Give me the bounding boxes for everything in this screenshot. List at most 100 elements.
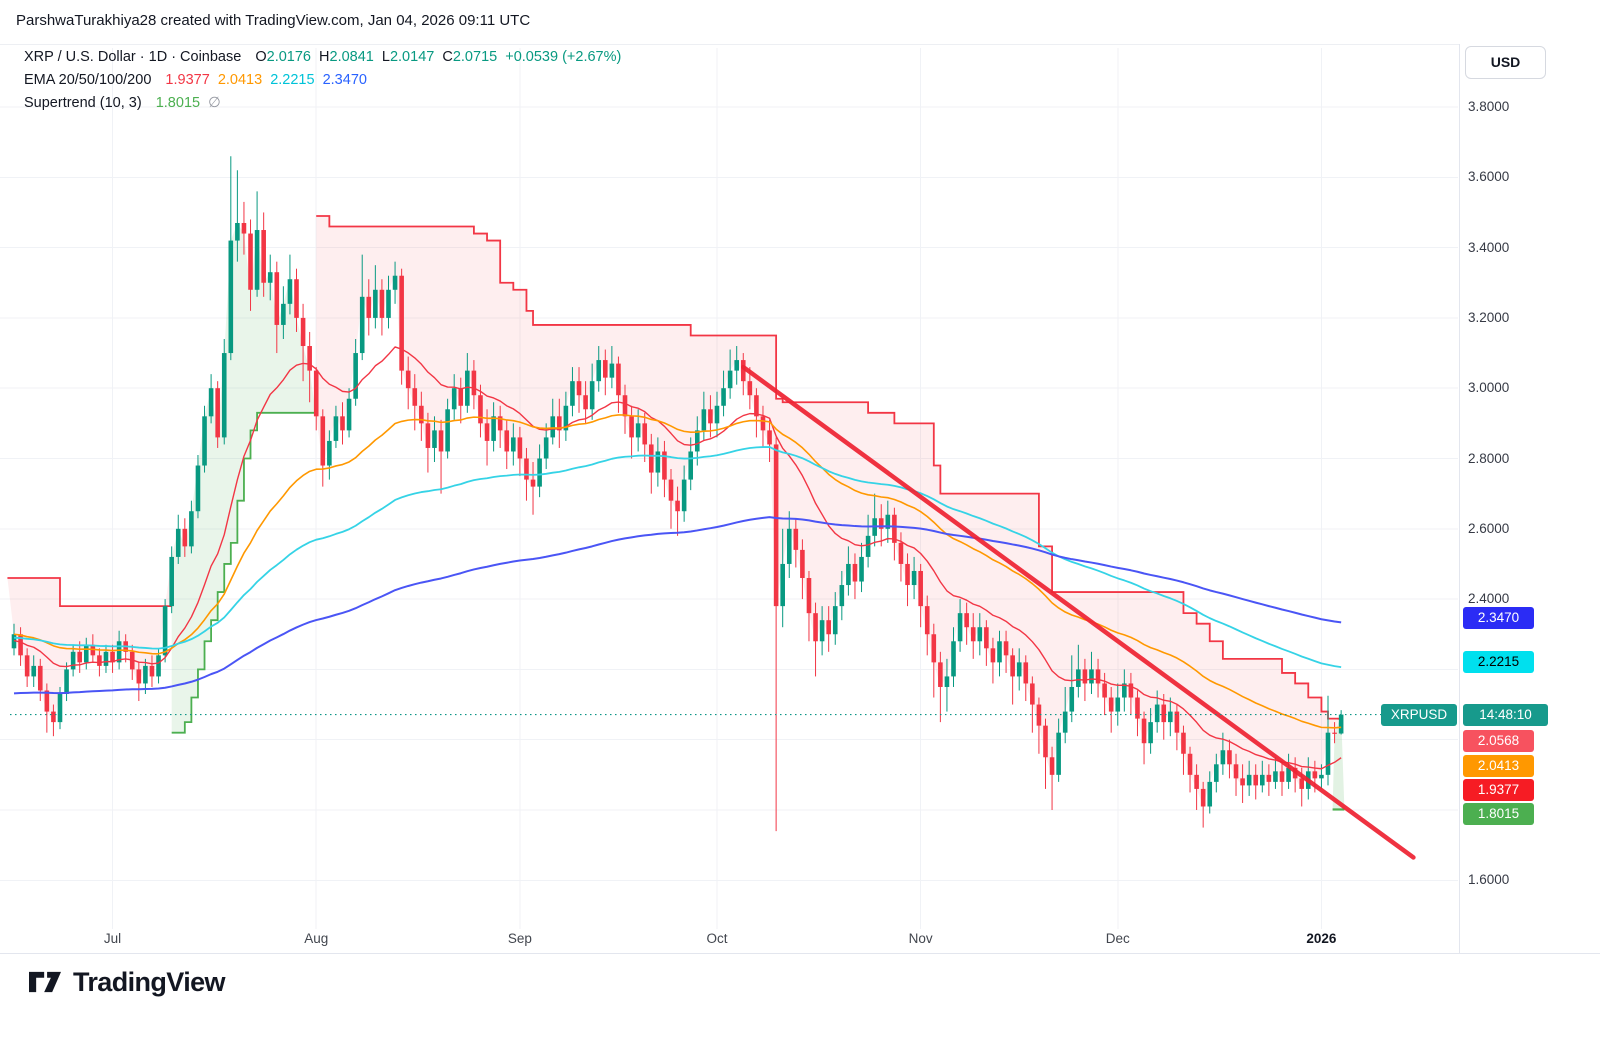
candle-body — [543, 437, 549, 459]
candle-body — [537, 458, 542, 487]
candle-body — [254, 230, 260, 290]
candle-body — [208, 388, 214, 417]
candle-body — [1076, 669, 1081, 687]
candle-body — [1325, 732, 1331, 775]
candle-body — [1200, 788, 1206, 807]
legend-supertrend-row[interactable]: Supertrend (10, 3) 1.8015 ∅ — [24, 95, 221, 115]
candle-body — [1266, 774, 1272, 782]
candle-body — [77, 651, 82, 663]
candle-body — [313, 370, 319, 417]
candle-body — [359, 296, 365, 354]
candle-body — [780, 563, 785, 607]
candle-body — [1207, 781, 1213, 807]
candle-body — [918, 570, 923, 607]
candle-body — [129, 651, 135, 670]
candle-body — [267, 272, 273, 283]
candle-body — [708, 409, 713, 424]
candle-body — [924, 606, 930, 635]
candle-body — [261, 230, 266, 283]
candle-body — [1003, 641, 1009, 656]
candle-body — [846, 563, 851, 586]
legend-symbol-row[interactable]: XRP / U.S. Dollar · 1D · Coinbase O2.017… — [24, 49, 621, 69]
candle-body — [1305, 771, 1311, 789]
y-axis-label: 3.8000 — [1468, 99, 1510, 114]
candle-body — [681, 479, 687, 512]
ohlc-low-key: L — [381, 49, 390, 65]
candle-body — [1299, 778, 1305, 789]
candle-body — [970, 627, 976, 642]
candle-body — [648, 444, 654, 473]
candle-body — [399, 275, 404, 371]
candle-body — [1141, 718, 1147, 744]
candle-body — [800, 549, 805, 579]
symbol-price-flag: XRPUSD — [1381, 704, 1457, 726]
x-axis-label: Dec — [1105, 931, 1130, 946]
candle-body — [1023, 662, 1029, 684]
candle-body — [491, 416, 496, 441]
candle-body — [425, 423, 431, 448]
candle-body — [182, 528, 188, 547]
tradingview-logo[interactable]: TradingView — [26, 962, 226, 1002]
axis-price-badge: 2.0568 — [1463, 730, 1534, 752]
axis-price-badge: 1.9377 — [1463, 779, 1534, 801]
candle-body — [1279, 771, 1285, 782]
currency-toggle-button[interactable]: USD — [1465, 46, 1546, 79]
candle-body — [1069, 686, 1075, 712]
candle-body — [484, 423, 490, 441]
candle-body — [83, 644, 89, 663]
candle-body — [281, 303, 286, 325]
candle-body — [596, 360, 602, 382]
candle-body — [740, 360, 746, 382]
candle-body — [31, 665, 37, 677]
candle-body — [320, 416, 326, 466]
candle-body — [990, 648, 996, 663]
candle-body — [1135, 697, 1140, 719]
candle-body — [911, 570, 917, 586]
candle-body — [714, 405, 720, 424]
candle-body — [412, 388, 418, 406]
y-axis-label: 1.6000 — [1468, 872, 1510, 888]
candle-body — [333, 416, 339, 441]
candle-body — [839, 585, 845, 607]
y-axis-label: 2.4000 — [1468, 591, 1510, 607]
candle-body — [576, 381, 582, 396]
axis-price-badge: 2.0413 — [1463, 755, 1534, 777]
attribution-text: ParshwaTurakhiya28 created with TradingV… — [16, 12, 531, 29]
candle-body — [1154, 704, 1160, 723]
axis-price-badge: 2.3470 — [1463, 607, 1534, 629]
candle-body — [865, 535, 871, 557]
candle-body — [629, 416, 634, 438]
supertrend-fill-down — [7, 556, 172, 723]
candle-body — [1253, 774, 1259, 786]
candle-body — [1016, 662, 1022, 677]
candle-body — [524, 458, 529, 480]
candle-body — [984, 627, 989, 649]
candle-body — [471, 370, 477, 396]
candle-body — [1010, 655, 1015, 677]
tradingview-logo-icon — [29, 971, 61, 993]
supertrend-line-up — [171, 411, 317, 734]
candle-body — [688, 451, 694, 480]
price-axis[interactable]: USD 3.8000 3.6000 3.4000 3.2000 3.0000 2.8000… — [1460, 44, 1600, 953]
candle-body — [504, 430, 510, 452]
candle-body — [1292, 767, 1298, 779]
candle-body — [773, 444, 779, 607]
candle-body — [162, 606, 168, 656]
ema-line-200 — [13, 516, 1342, 695]
trendline-drawing[interactable] — [741, 364, 1416, 860]
candle-body — [583, 395, 588, 410]
candle-body — [813, 613, 818, 642]
candle-body — [1030, 683, 1035, 705]
candle-body — [1056, 732, 1061, 775]
candle-body — [24, 655, 30, 677]
axis-price-badge: 1.8015 — [1463, 803, 1534, 825]
candle-body — [405, 370, 411, 389]
supertrend-value: 1.8015 — [155, 95, 201, 111]
candle-body — [786, 528, 792, 564]
candle-body — [451, 388, 457, 410]
legend-ema-row[interactable]: EMA 20/50/100/200 1.9377 2.0413 2.2215 2… — [24, 72, 367, 92]
candle-body — [977, 627, 983, 642]
ema-line-20 — [13, 346, 1342, 770]
candle-body — [694, 430, 700, 452]
